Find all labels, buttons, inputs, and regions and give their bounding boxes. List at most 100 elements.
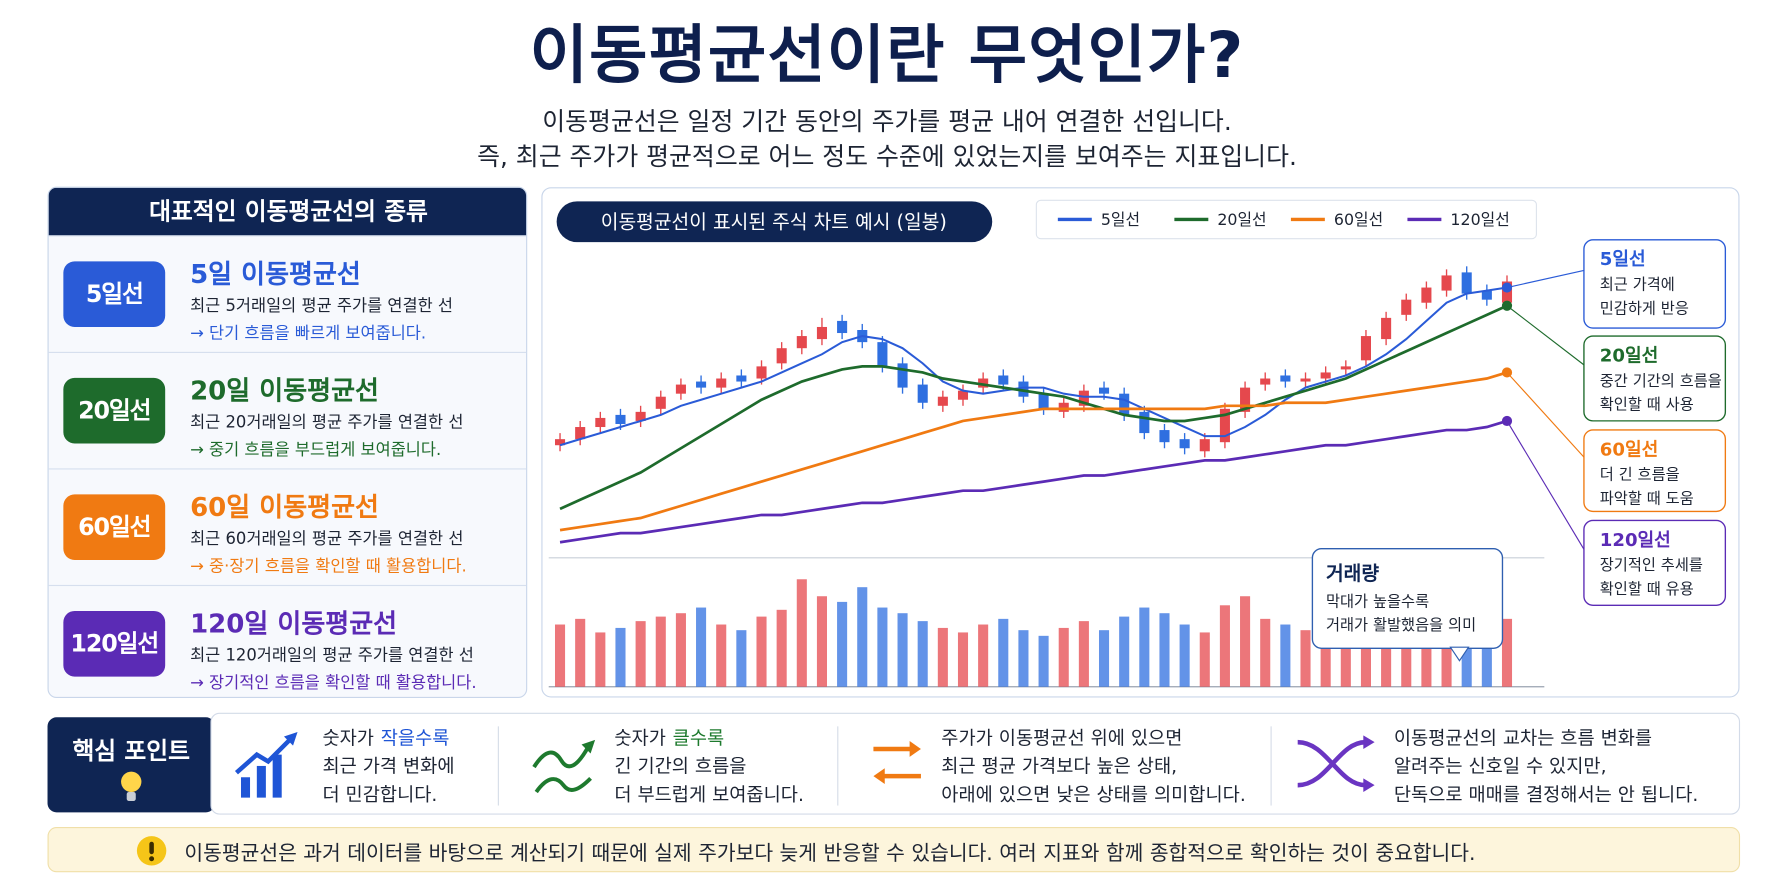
callout-connector xyxy=(1506,372,1585,458)
callout-title: 5일선 xyxy=(1600,249,1646,270)
wave-icon xyxy=(532,739,596,794)
bar-arrow-icon xyxy=(234,732,298,798)
callout-connector xyxy=(1506,420,1585,550)
volume-text: 거래가 활발했음을 의미 xyxy=(1326,616,1476,634)
type-desc: 최근 60거래일의 평균 주가를 연결한 선 xyxy=(190,530,464,549)
candle-body xyxy=(957,390,969,400)
volume-bar xyxy=(615,627,626,687)
volume-callout-box xyxy=(1311,548,1504,649)
volume-bar xyxy=(1340,621,1351,687)
volume-bar xyxy=(978,624,989,687)
text-line: 긴 기간의 흐름을 xyxy=(614,755,747,778)
volume-callout-pointer xyxy=(1449,646,1470,662)
candle-body xyxy=(1078,390,1089,406)
volume-bar xyxy=(937,627,948,687)
volume-bar xyxy=(1481,613,1492,687)
volume-bar xyxy=(1038,635,1049,687)
line-end-dot xyxy=(1501,282,1513,293)
divider xyxy=(1270,726,1272,806)
type-name: 5일 이동평균선 xyxy=(190,260,361,290)
badge: 5일선 xyxy=(63,261,166,327)
volume-bar xyxy=(1501,618,1513,687)
candle-body xyxy=(1320,372,1331,379)
badge: 120일선 xyxy=(63,610,166,677)
type-name: 20일 이동평균선 xyxy=(190,376,379,407)
key-point: 숫자가 작을수록 최근 가격 변화에 더 민감합니다. xyxy=(322,724,454,809)
volume-bar xyxy=(1139,607,1150,687)
footer-text: 이동평균선은 과거 데이터를 바탕으로 계산되기 때문에 실제 주가보다 늦게 … xyxy=(184,841,1476,866)
ma-line xyxy=(559,304,1508,511)
icon-arrow xyxy=(234,737,293,775)
volume-bar xyxy=(736,630,747,687)
candle-body xyxy=(655,396,666,409)
candle-body xyxy=(1179,439,1190,449)
text-line: 알려주는 신호일 수 있지만, xyxy=(1393,755,1607,778)
candle-body xyxy=(635,411,646,421)
callout-box xyxy=(1583,239,1727,329)
line-end-dot xyxy=(1501,300,1513,311)
key-point-lead-line: 숫자가 작을수록 xyxy=(322,724,454,752)
line-end-dot xyxy=(1501,367,1513,378)
volume-bar xyxy=(1240,596,1251,687)
ma-line xyxy=(559,371,1508,532)
volume-bar xyxy=(957,632,969,687)
volume-bar xyxy=(675,613,686,687)
candle-body xyxy=(575,427,586,440)
legend-label: 60일선 xyxy=(1334,210,1383,229)
divider xyxy=(837,726,839,806)
callout-text: 파악할 때 도움 xyxy=(1600,489,1694,507)
candle-body xyxy=(917,384,928,403)
volume-bar xyxy=(635,621,646,687)
type-desc: 최근 120거래일의 평균 주가를 연결한 선 xyxy=(190,647,474,666)
candle-body xyxy=(615,414,626,424)
key-point-lead-line: 숫자가 클수록 xyxy=(614,724,804,752)
types-panel: 대표적인 이동평균선의 종류 5일선 5일 이동평균선 최근 5거래일의 평균 … xyxy=(47,186,528,699)
volume-bar xyxy=(1280,624,1291,687)
legend-label: 20일선 xyxy=(1217,210,1266,229)
text-line: 최근 평균 가격보다 높은 상태, xyxy=(941,755,1178,778)
legend-box xyxy=(1035,199,1537,240)
text-line: 더 부드럽게 보여줍니다. xyxy=(614,784,804,806)
line-end-dot xyxy=(1501,415,1513,427)
icon-arrow-head xyxy=(1363,778,1375,792)
icon-bar xyxy=(149,841,154,855)
volume-bar xyxy=(1159,613,1170,687)
callout-text: 장기적인 추세를 xyxy=(1600,556,1703,574)
candle-body xyxy=(1058,402,1069,412)
volume-bar xyxy=(1360,616,1371,687)
volume-bar xyxy=(554,624,566,687)
volume-bar xyxy=(756,616,767,687)
lead: 숫자가 xyxy=(322,727,374,749)
warning-icon xyxy=(136,836,167,866)
volume-bar xyxy=(877,607,888,687)
icon-bar xyxy=(272,754,282,798)
callout-box xyxy=(1583,519,1727,606)
chart-title-pill xyxy=(556,201,993,243)
volume-bar xyxy=(917,621,928,687)
candle-body xyxy=(978,378,989,388)
subtitle: 즉, 최근 주가가 평균적으로 어느 정도 수준에 있었는지를 보여주는 지표입… xyxy=(477,143,1297,172)
volume-bar xyxy=(796,579,807,687)
volume-bar xyxy=(1320,627,1331,687)
ma-line xyxy=(559,286,1508,447)
callout-title: 60일선 xyxy=(1600,439,1658,460)
callout-title: 20일선 xyxy=(1600,345,1658,366)
candle-body xyxy=(675,384,686,394)
chart-title: 이동평균선이 표시된 주식 차트 예시 (일봉) xyxy=(601,210,947,233)
callout-box xyxy=(1583,335,1727,422)
text-line: 더 민감합니다. xyxy=(322,784,438,806)
candle-body xyxy=(756,366,767,379)
legend-label: 5일선 xyxy=(1101,210,1140,229)
candle-body xyxy=(696,381,707,388)
callout-title: 120일선 xyxy=(1600,530,1671,551)
page-title: 이동평균선이란 무엇인가? xyxy=(529,19,1245,93)
volume-bar xyxy=(1119,616,1130,687)
type-note: → 중·장기 흐름을 확인할 때 활용합니다. xyxy=(190,557,467,576)
callout-text: 최근 가격에 xyxy=(1600,276,1675,294)
footer-note: 이동평균선은 과거 데이터를 바탕으로 계산되기 때문에 실제 주가보다 늦게 … xyxy=(47,827,1741,873)
candle-body xyxy=(1421,287,1432,303)
text-line: 이동평균선의 교차는 흐름 변화를 xyxy=(1393,727,1653,749)
callout-box xyxy=(1583,429,1727,513)
icon-arrow-head xyxy=(1363,735,1375,749)
